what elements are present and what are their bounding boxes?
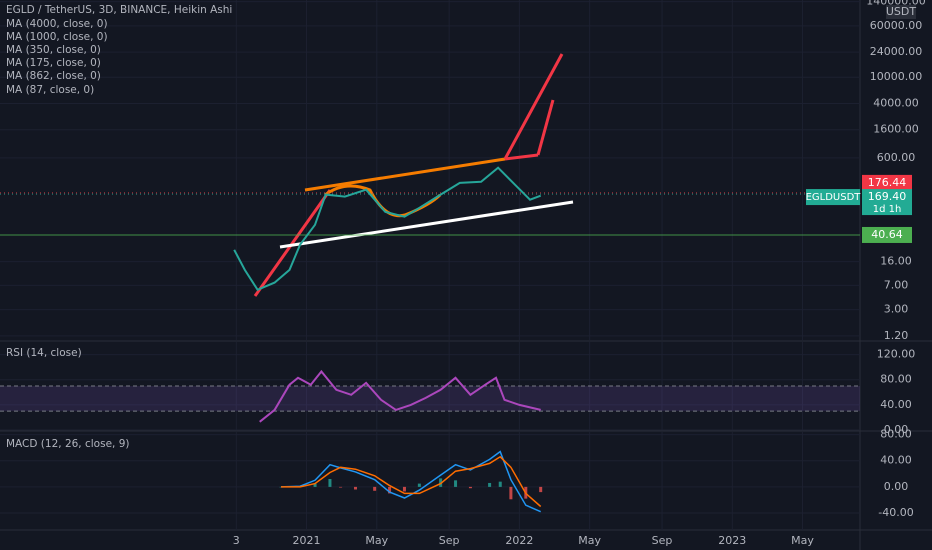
- legend-entry: MA (862, close, 0): [6, 70, 101, 82]
- series-line: [233, 166, 542, 292]
- y-tick-label: 0.00: [884, 423, 909, 436]
- legend-entry: MA (350, close, 0): [6, 44, 101, 56]
- legend-entry: MA (175, close, 0): [6, 57, 101, 69]
- histogram-bar: [328, 479, 332, 487]
- x-tick-label: May: [791, 534, 814, 547]
- series-line: [281, 455, 542, 508]
- y-tick-label: 0.00: [884, 480, 909, 493]
- histogram-bar: [279, 486, 283, 488]
- y-tick-label: 16.00: [880, 255, 912, 268]
- currency-box: [886, 5, 916, 19]
- price-label: 176.44: [868, 176, 907, 189]
- histogram-bar: [388, 486, 392, 494]
- histogram-bar: [539, 486, 543, 493]
- y-tick-label: -40.00: [878, 506, 913, 519]
- trend-line: [304, 157, 506, 192]
- y-tick-label: 7.00: [884, 278, 909, 291]
- histogram-bar: [488, 482, 492, 487]
- histogram-bar: [454, 480, 458, 487]
- histogram-bar: [509, 486, 513, 500]
- y-tick-label: 24000.00: [870, 45, 923, 58]
- x-tick-label: May: [578, 534, 601, 547]
- trend-line: [536, 99, 555, 156]
- pane-title: RSI (14, close): [6, 347, 82, 359]
- histogram-bar: [353, 486, 357, 490]
- countdown: 1d 1h: [873, 204, 902, 215]
- y-tick-label: 60000.00: [870, 19, 923, 32]
- legend-entry: MA (4000, close, 0): [6, 18, 108, 30]
- histogram-bar: [402, 486, 406, 492]
- trend-line: [504, 153, 539, 161]
- price-label-box: [862, 226, 912, 243]
- histogram-bar: [313, 483, 317, 487]
- y-tick-label: 80.00: [880, 373, 912, 386]
- y-tick-label: 1.20: [884, 329, 909, 342]
- histogram-bar: [468, 486, 472, 489]
- price-label-box: [862, 174, 912, 191]
- x-tick-label: May: [365, 534, 388, 547]
- pane-title: MACD (12, 26, close, 9): [6, 438, 129, 450]
- currency-label: USDT: [886, 5, 917, 18]
- y-tick-label: 40.00: [880, 398, 912, 411]
- y-tick-label: 4000.00: [873, 96, 919, 109]
- trend-line: [503, 53, 564, 160]
- y-tick-label: 1600.00: [873, 123, 919, 136]
- x-tick-label: 3: [233, 534, 240, 547]
- x-tick-label: 2022: [505, 534, 533, 547]
- y-tick-label: 600.00: [877, 151, 916, 164]
- x-tick-label: 2023: [718, 534, 746, 547]
- legend-entry: MA (1000, close, 0): [6, 31, 108, 43]
- histogram-bar: [417, 483, 421, 487]
- trend-line: [253, 189, 332, 297]
- price-label: 169.40: [868, 190, 907, 203]
- histogram-bar: [498, 481, 502, 487]
- legend-entry: MA (87, close, 0): [6, 84, 94, 96]
- chart-title: EGLD / TetherUS, 3D, BINANCE, Heikin Ash…: [6, 4, 232, 16]
- x-tick-label: Sep: [652, 534, 673, 547]
- y-tick-label: 3.00: [884, 303, 909, 316]
- y-tick-label: 140000.00: [866, 0, 926, 8]
- y-tick-label: 40.00: [880, 454, 912, 467]
- symbol-label: EGLDUSDT: [806, 192, 862, 203]
- rsi-band: [0, 386, 860, 412]
- symbol-box: [806, 189, 860, 206]
- series-line: [259, 369, 541, 423]
- y-tick-label: 80.00: [880, 428, 912, 441]
- price-label-box: [862, 189, 912, 216]
- x-tick-label: Sep: [439, 534, 460, 547]
- legend: EGLD / TetherUS, 3D, BINANCE, Heikin Ash…: [6, 4, 232, 450]
- trend-line: [279, 200, 574, 249]
- x-tick-label: 2021: [293, 534, 321, 547]
- y-tick-label: 120.00: [877, 348, 916, 361]
- histogram-bar: [373, 486, 377, 491]
- price-label: 40.64: [871, 228, 903, 241]
- histogram-bar: [339, 486, 343, 488]
- y-tick-label: 10000.00: [870, 70, 923, 83]
